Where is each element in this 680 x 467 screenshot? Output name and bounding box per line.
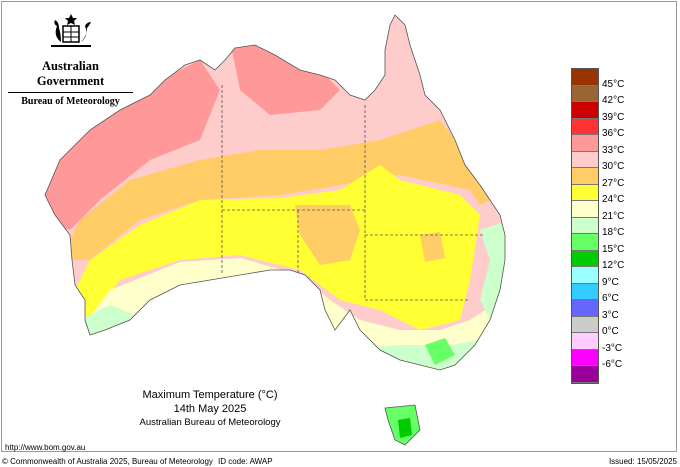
legend-swatch [572, 102, 598, 119]
legend-label: 3°C [602, 309, 619, 321]
legend-swatch [572, 300, 598, 317]
footer-copyright: © Commonwealth of Australia 2025, Bureau… [2, 457, 213, 466]
region-24-27 [70, 165, 480, 330]
legend-swatch [572, 283, 598, 300]
region-12-15-tasmania [398, 418, 412, 438]
legend-swatch [572, 135, 598, 152]
title-source: Australian Bureau of Meteorology [139, 417, 281, 428]
legend-swatch [572, 85, 598, 102]
legend-label: 18°C [602, 227, 625, 238]
region-27-30-central [295, 205, 360, 265]
footer-id-code: ID code: AWAP [218, 457, 273, 466]
legend-label: -3°C [602, 342, 623, 354]
legend-swatch [572, 349, 598, 366]
logo-bureau-text: Bureau of Meteorology [21, 96, 120, 107]
legend-swatch [572, 333, 598, 350]
legend-label: 36°C [602, 128, 625, 139]
legend-label: 21°C [602, 210, 625, 222]
legend-swatch [572, 151, 598, 168]
region-27-30-qld [420, 232, 445, 262]
legend-label: 42°C [602, 95, 625, 106]
legend-label: 39°C [602, 111, 625, 123]
legend-swatch [572, 234, 598, 251]
legend-label: 0°C [602, 326, 619, 337]
region-33-36-topend [230, 40, 340, 115]
legend-label: 12°C [602, 260, 625, 271]
legend-label: 6°C [602, 293, 619, 304]
footer-issued: Issued: 15/05/2025 [608, 457, 677, 466]
legend-label: -6°C [602, 359, 623, 370]
bom-logo: Australian Government Bureau of Meteorol… [8, 12, 133, 107]
legend-swatch [572, 168, 598, 185]
coastline-and-borders [44, 14, 506, 446]
legend-swatch [572, 217, 598, 234]
logo-divider [8, 92, 133, 93]
logo-government-text: Australian Government [36, 59, 105, 88]
title-main: Maximum Temperature (°C) [142, 389, 278, 401]
legend-swatch [572, 316, 598, 333]
map-title: Maximum Temperature (°C) 14th May 2025 A… [120, 388, 300, 430]
legend-swatch [572, 267, 598, 284]
legend-color-bar [571, 68, 599, 384]
region-27-30 [60, 120, 490, 260]
coat-of-arms-icon [50, 14, 91, 47]
legend-label: 15°C [602, 243, 625, 255]
legend-label: 33°C [602, 144, 625, 156]
legend-swatch [572, 366, 598, 383]
region-33-36-west [45, 60, 220, 230]
legend-label: 30°C [602, 161, 625, 172]
legend-swatch [572, 250, 598, 267]
legend-label: 24°C [602, 194, 625, 205]
legend-label: 9°C [602, 276, 619, 288]
legend-swatch [572, 184, 598, 201]
legend-label: 45°C [602, 78, 625, 90]
legend-swatch [572, 118, 598, 135]
legend-swatch [572, 201, 598, 218]
footer-url[interactable]: http://www.bom.gov.au [5, 443, 86, 452]
region-18-21-se [340, 340, 480, 375]
legend-swatch [572, 69, 598, 86]
region-15-18-alps [425, 338, 455, 365]
map-frame [1, 1, 677, 452]
legend-label: 27°C [602, 177, 625, 189]
title-date: 14th May 2025 [173, 403, 247, 415]
